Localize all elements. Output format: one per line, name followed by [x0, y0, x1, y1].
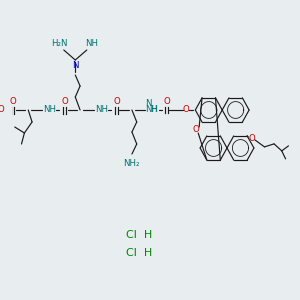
- Text: NH: NH: [43, 106, 56, 115]
- Text: O: O: [113, 98, 120, 106]
- Text: O: O: [182, 106, 189, 115]
- Text: NH₂: NH₂: [123, 158, 139, 167]
- Text: O: O: [193, 125, 200, 134]
- Text: O: O: [249, 134, 255, 143]
- Text: H₂N: H₂N: [51, 40, 67, 49]
- Text: Cl  H: Cl H: [125, 230, 152, 241]
- Text: Cl  H: Cl H: [125, 248, 152, 259]
- Text: O: O: [10, 98, 16, 106]
- Text: O: O: [0, 106, 5, 115]
- Text: O: O: [163, 98, 170, 106]
- Text: O: O: [61, 98, 68, 106]
- Text: N: N: [72, 61, 79, 70]
- Text: NH: NH: [85, 40, 98, 49]
- Text: NH: NH: [95, 106, 108, 115]
- Text: H: H: [150, 106, 156, 115]
- Text: N: N: [145, 100, 152, 109]
- Text: NH: NH: [145, 106, 158, 115]
